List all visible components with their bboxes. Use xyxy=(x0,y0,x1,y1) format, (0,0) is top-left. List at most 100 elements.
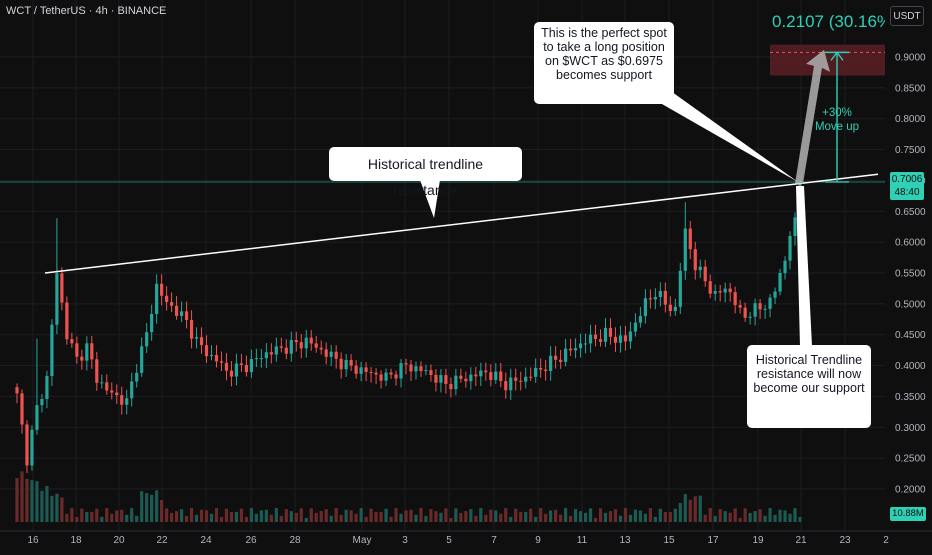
volume-bar xyxy=(379,511,383,522)
candle-body xyxy=(583,343,588,345)
candle-body xyxy=(105,382,109,391)
candle-body xyxy=(15,387,19,394)
overlays xyxy=(0,49,885,346)
x-tick-label: 7 xyxy=(491,535,497,546)
volume-bar xyxy=(100,516,104,522)
y-tick-label: 0.6000 xyxy=(895,238,926,249)
x-tick-label: 23 xyxy=(839,535,851,546)
volume-bar xyxy=(184,515,189,522)
currency-unit-button[interactable]: USDT xyxy=(890,6,924,26)
candle-body xyxy=(628,331,633,342)
volume-bar xyxy=(80,508,84,522)
symbol-title[interactable]: WCT / TetherUS · 4h · BINANCE xyxy=(6,5,167,17)
y-tick-label: 0.4500 xyxy=(895,330,926,341)
grid xyxy=(0,0,887,531)
measure-arrow xyxy=(830,51,844,61)
volume-bar xyxy=(369,508,373,522)
candle-body xyxy=(120,395,124,405)
volume-bar xyxy=(389,516,393,522)
price-change-label: 0.2107 (30.16%) 2,10 xyxy=(772,12,885,31)
candle-body xyxy=(573,348,578,351)
candle-body xyxy=(389,372,393,375)
volume-bar xyxy=(633,509,638,522)
move-percent: +30% xyxy=(822,107,852,119)
candle-body xyxy=(514,377,518,381)
volume-bar xyxy=(274,508,278,522)
x-tick-label: 24 xyxy=(200,535,212,546)
long-callout-line-2: to take a long position xyxy=(543,40,665,54)
candle-body xyxy=(55,273,59,325)
candle-body xyxy=(194,337,199,339)
candle-body xyxy=(763,308,767,310)
candle-body xyxy=(354,365,358,374)
volume-bar xyxy=(120,509,124,522)
volume-bar xyxy=(394,508,398,522)
volume-bar xyxy=(65,513,69,522)
x-tick-label: 18 xyxy=(70,535,82,546)
x-tick-label: 13 xyxy=(619,535,631,546)
candle-body xyxy=(613,336,618,343)
volume-bar xyxy=(299,508,303,522)
y-tick-label: 0.4000 xyxy=(895,361,926,372)
candle-body xyxy=(499,371,503,382)
candle-body xyxy=(578,343,583,349)
volume-bar xyxy=(334,508,338,522)
candle-body xyxy=(783,260,787,273)
volume-bar xyxy=(135,515,139,522)
x-tick-label: 20 xyxy=(113,535,125,546)
y-tick-label: 0.2500 xyxy=(895,454,926,465)
support-callout-pointer xyxy=(796,186,812,346)
volume-bar xyxy=(484,514,488,522)
candle-body xyxy=(748,316,752,318)
support-callout-line-2: resistance will now xyxy=(756,367,862,381)
candle-body xyxy=(90,343,94,360)
candle-body xyxy=(319,347,323,350)
long-position-callout: This is the perfect spot to take a long … xyxy=(534,22,674,104)
volume-bar xyxy=(329,515,333,522)
volume-bar xyxy=(489,509,493,522)
volume-bar xyxy=(783,510,787,522)
volume-bar xyxy=(319,511,323,522)
move-text: Move up xyxy=(814,121,860,133)
volume-bar xyxy=(160,499,164,522)
candle-body xyxy=(633,322,638,332)
volume-bar xyxy=(708,508,712,522)
candle-body xyxy=(40,398,44,406)
volume-bar xyxy=(758,509,762,522)
candle-body xyxy=(344,360,348,370)
candle-body xyxy=(324,349,328,357)
candle-body xyxy=(219,361,224,363)
candle-body xyxy=(304,337,308,349)
candle-body xyxy=(145,332,149,347)
candle-body xyxy=(384,372,388,381)
trendline xyxy=(44,173,879,274)
candle-body xyxy=(214,354,219,362)
candle-body xyxy=(559,359,563,362)
candle-body xyxy=(738,305,742,308)
y-tick-label: 0.9000 xyxy=(895,53,926,64)
volume-bar xyxy=(524,511,528,522)
candle-body xyxy=(773,291,777,298)
volume-bar xyxy=(588,508,593,522)
volume-bar xyxy=(723,511,727,522)
volume-bar xyxy=(439,512,443,522)
volume-bar xyxy=(434,511,438,522)
candle-body xyxy=(464,378,468,382)
candle-body xyxy=(618,335,623,343)
price-axis: 0.90000.85000.80000.75000.70000.65000.60… xyxy=(885,0,932,550)
candle-body xyxy=(334,351,338,359)
volume-bar xyxy=(90,511,94,522)
x-tick-label: 16 xyxy=(27,535,39,546)
x-tick-label: 28 xyxy=(289,535,301,546)
x-tick-label: 22 xyxy=(156,535,168,546)
candle-body xyxy=(294,340,298,343)
candle-body xyxy=(20,393,24,425)
volume-bar xyxy=(683,494,687,522)
candle-body xyxy=(70,339,74,344)
volume-bar xyxy=(479,508,483,522)
volume-bar xyxy=(459,512,463,522)
long-callout-line-3: on $WCT as $0.6975 xyxy=(545,54,663,68)
candle-body xyxy=(224,362,229,371)
